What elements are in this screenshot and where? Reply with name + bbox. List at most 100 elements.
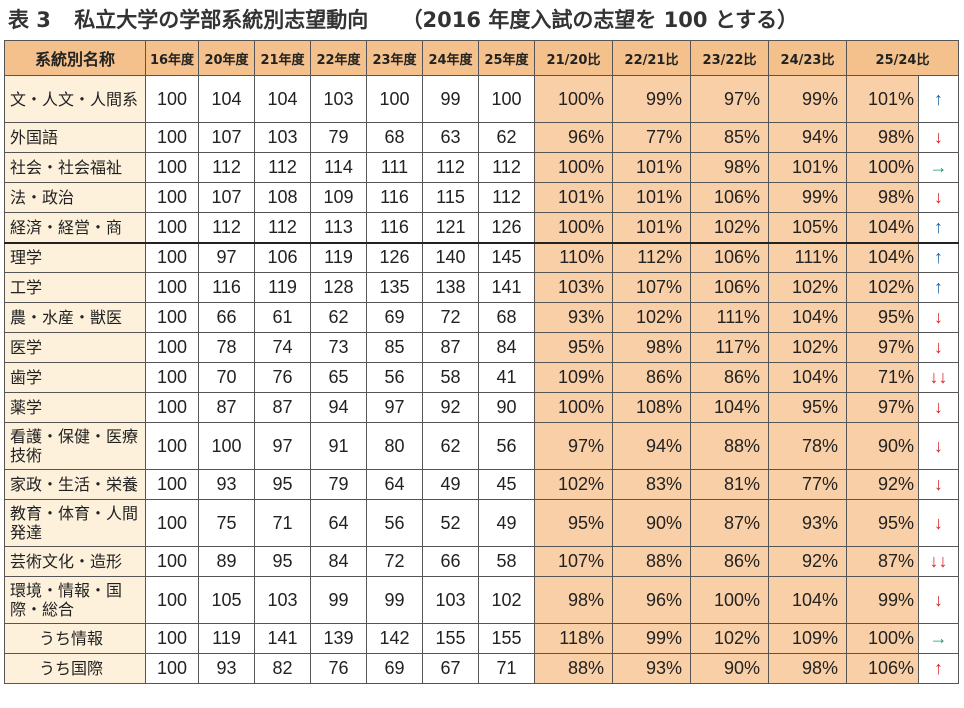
trend-arrow-icon: ↓ [918, 469, 959, 500]
index-value: 116 [198, 272, 255, 303]
ratio-value: 118% [534, 623, 613, 654]
index-value: 70 [198, 362, 255, 393]
index-value: 121 [422, 212, 479, 243]
index-value: 49 [422, 469, 479, 500]
table-row: 工学 100 116 119 128 135 138 141 103% 107% 106% 102% 1… [4, 272, 959, 303]
ratio-value: 88% [534, 653, 613, 684]
index-value: 68 [366, 122, 423, 153]
category-name: 薬学 [4, 392, 146, 423]
table-note: （2016 年度入試の志望を 100 とする） [401, 8, 799, 32]
trend-arrow-icon: ↓ [918, 422, 959, 470]
ratio-value: 104% [690, 392, 769, 423]
category-name: 芸術文化・造形 [4, 546, 146, 577]
index-value: 100 [145, 241, 199, 273]
ratio-value: 99% [846, 576, 919, 624]
ratio-value: 88% [612, 546, 691, 577]
ratio-value: 95% [534, 332, 613, 363]
table-row: 外国語 100 107 103 79 68 63 62 96% 77% 85% 94% 98% ↓ [4, 122, 959, 153]
ratio-value: 96% [612, 576, 691, 624]
trend-arrow-icon: → [918, 623, 959, 654]
ratio-value: 93% [612, 653, 691, 684]
ratio-value: 112% [612, 241, 691, 273]
index-value: 112 [254, 212, 311, 243]
trend-arrow-icon: → [918, 152, 959, 183]
table-caption: 表 3 私立大学の学部系統別志望動向 （2016 年度入試の志望を 100 とす… [8, 4, 798, 36]
index-value: 65 [310, 362, 367, 393]
index-value: 100 [145, 576, 199, 624]
ratio-value: 77% [612, 122, 691, 153]
ratio-value: 90% [690, 653, 769, 684]
index-value: 100 [198, 422, 255, 470]
index-value: 112 [198, 152, 255, 183]
index-value: 66 [422, 546, 479, 577]
index-value: 58 [422, 362, 479, 393]
index-value: 68 [478, 302, 535, 333]
index-value: 155 [478, 623, 535, 654]
index-value: 105 [198, 576, 255, 624]
column-header: 24/23比 [768, 40, 847, 76]
index-value: 56 [366, 499, 423, 547]
index-value: 100 [145, 422, 199, 470]
ratio-value: 85% [690, 122, 769, 153]
index-value: 85 [366, 332, 423, 363]
ratio-value: 104% [768, 302, 847, 333]
index-value: 112 [254, 152, 311, 183]
ratio-value: 102% [612, 302, 691, 333]
index-value: 142 [366, 623, 423, 654]
ratio-value: 101% [768, 152, 847, 183]
index-value: 79 [310, 469, 367, 500]
table-row: 経済・経営・商 100 112 112 113 116 121 126 100% 101% 102%… [4, 212, 959, 243]
index-value: 74 [254, 332, 311, 363]
index-value: 73 [310, 332, 367, 363]
index-value: 99 [422, 75, 479, 123]
trend-arrow-icon: ↑ [918, 75, 959, 123]
index-value: 63 [422, 122, 479, 153]
ratio-value: 101% [612, 212, 691, 243]
index-value: 84 [310, 546, 367, 577]
ratio-value: 97% [846, 392, 919, 423]
ratio-value: 111% [768, 241, 847, 273]
ratio-value: 98% [612, 332, 691, 363]
index-value: 108 [254, 182, 311, 213]
table-row: 看護・保健・医療技術 100 100 97 91 80 62 56 97% 94% 88% 78% 90… [4, 422, 959, 470]
index-value: 100 [145, 75, 199, 123]
index-value: 62 [422, 422, 479, 470]
index-value: 104 [254, 75, 311, 123]
ratio-value: 95% [846, 302, 919, 333]
table-row: 芸術文化・造形 100 89 95 84 72 66 58 107% 88% 86% 92% 87% ↓↓ [4, 546, 959, 577]
index-value: 87 [254, 392, 311, 423]
index-value: 76 [254, 362, 311, 393]
ratio-value: 96% [534, 122, 613, 153]
index-value: 72 [366, 546, 423, 577]
index-value: 97 [366, 392, 423, 423]
index-value: 141 [254, 623, 311, 654]
ratio-value: 107% [534, 546, 613, 577]
index-value: 112 [422, 152, 479, 183]
ratio-value: 94% [612, 422, 691, 470]
table-row: 社会・社会福祉 100 112 112 114 111 112 112 100% 101% 98% 1… [4, 152, 959, 183]
index-value: 126 [478, 212, 535, 243]
index-value: 67 [422, 653, 479, 684]
index-value: 92 [422, 392, 479, 423]
ratio-value: 104% [846, 212, 919, 243]
index-value: 111 [366, 152, 423, 183]
index-value: 91 [310, 422, 367, 470]
index-value: 100 [145, 362, 199, 393]
index-value: 145 [478, 241, 535, 273]
index-value: 100 [145, 212, 199, 243]
ratio-value: 106% [690, 241, 769, 273]
index-value: 155 [422, 623, 479, 654]
index-value: 107 [198, 182, 255, 213]
index-value: 72 [422, 302, 479, 333]
ratio-value: 103% [534, 272, 613, 303]
index-value: 76 [310, 653, 367, 684]
index-value: 93 [198, 653, 255, 684]
ratio-value: 101% [846, 75, 919, 123]
column-header: 23年度 [366, 40, 423, 76]
ratio-value: 100% [534, 75, 613, 123]
index-value: 100 [478, 75, 535, 123]
ratio-value: 104% [768, 362, 847, 393]
trend-arrow-icon: ↓ [918, 332, 959, 363]
index-value: 75 [198, 499, 255, 547]
ratio-value: 90% [846, 422, 919, 470]
